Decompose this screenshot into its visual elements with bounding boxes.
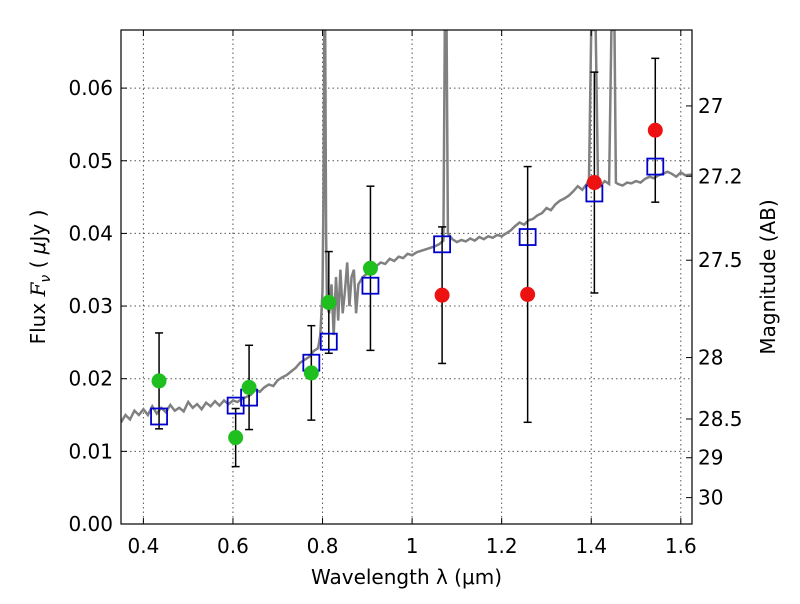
model-photometry-markers bbox=[150, 157, 665, 426]
mag-tick-label: 28 bbox=[698, 346, 723, 370]
green-data-point bbox=[151, 373, 167, 389]
y-label-prefix: Flux bbox=[26, 296, 50, 344]
red-data-point bbox=[586, 175, 602, 191]
model-photometry-box bbox=[433, 235, 452, 254]
y-label-mu: μ bbox=[26, 241, 50, 255]
spectrum-layer bbox=[121, 30, 692, 423]
model-photometry-box bbox=[518, 228, 537, 246]
mag-tick-label: 27.5 bbox=[698, 248, 743, 272]
mag-tick-label: 27 bbox=[698, 94, 723, 118]
red-data-point bbox=[434, 287, 450, 303]
model-photometry-box bbox=[319, 332, 338, 351]
mag-tick-label: 27.2 bbox=[698, 164, 743, 188]
x-tick-label: 1.2 bbox=[486, 534, 518, 558]
y-tick-label: 0.05 bbox=[68, 149, 113, 173]
y-tick-label: 0.06 bbox=[68, 76, 113, 100]
x-tick-label: 1.4 bbox=[575, 534, 607, 558]
x-tick-label: 1.6 bbox=[665, 534, 697, 558]
model-photometry-box bbox=[646, 157, 665, 176]
axis-ticks: 0.4 0.6 0.8 1 1.2 1.4 1.6 0.00 0.01 0.02 0.03 0.04 0… bbox=[68, 30, 743, 558]
x-tick-label: 0.8 bbox=[307, 534, 339, 558]
mag-tick-label: 28.5 bbox=[698, 407, 743, 431]
y-axis-label: Flux Fν ( μJy ) bbox=[26, 210, 54, 345]
x-tick-label: 0.6 bbox=[217, 534, 249, 558]
model-photometry-box bbox=[150, 407, 168, 426]
red-data-point bbox=[520, 286, 536, 302]
x-tick-label: 1 bbox=[406, 534, 419, 558]
y-label-sub: ν bbox=[38, 275, 54, 283]
y-label-suffix: Jy ) bbox=[26, 210, 50, 244]
y-tick-label: 0.04 bbox=[68, 221, 113, 245]
plot-frame bbox=[120, 29, 693, 525]
grid-lines bbox=[121, 30, 692, 525]
red-data-point bbox=[647, 122, 663, 138]
model-photometry-box bbox=[361, 276, 380, 295]
mag-tick-label: 29 bbox=[698, 446, 723, 470]
green-data-point bbox=[362, 260, 378, 276]
y-tick-label: 0.00 bbox=[68, 512, 113, 536]
green-data-point bbox=[241, 379, 257, 395]
x-axis-label: Wavelength λ (μm) bbox=[311, 565, 502, 589]
y-label-mid: ( bbox=[26, 254, 50, 275]
mag-tick-label: 30 bbox=[698, 486, 723, 510]
green-data-point bbox=[228, 430, 244, 446]
y-tick-label: 0.03 bbox=[68, 294, 113, 318]
green-data-point bbox=[321, 294, 337, 310]
observed-points bbox=[151, 122, 663, 446]
x-tick-label: 0.4 bbox=[127, 534, 159, 558]
model-spectrum-line bbox=[121, 30, 692, 423]
y-label-var: F bbox=[26, 281, 50, 297]
y-tick-label: 0.01 bbox=[68, 439, 113, 463]
right-axis-label: Magnitude (AB) bbox=[756, 199, 780, 354]
error-bars bbox=[155, 57, 660, 468]
y-tick-label: 0.02 bbox=[68, 367, 113, 391]
green-data-point bbox=[303, 365, 319, 381]
